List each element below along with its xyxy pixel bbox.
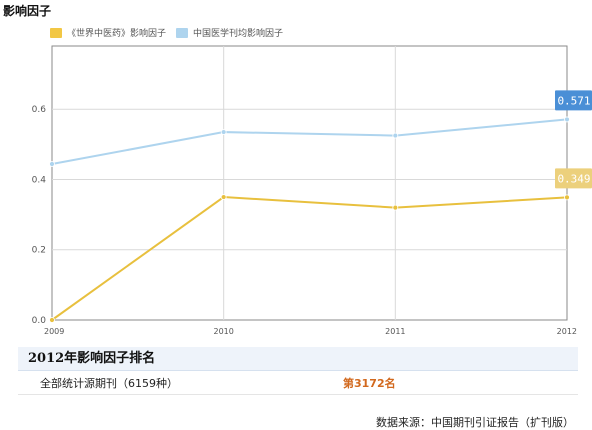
x-tick-label: 2009 — [44, 327, 64, 336]
legend-label-average: 中国医学刊均影响因子 — [193, 29, 284, 39]
legend: 《世界中医药》影响因子 中国医学刊均影响因子 — [50, 26, 293, 39]
page-title: 影响因子 — [3, 4, 52, 18]
data-source: 数据来源：中国期刊引证报告（扩刊版） — [376, 416, 574, 429]
data-point — [49, 317, 55, 323]
end-value-label: 0.349 — [555, 168, 592, 189]
ranking-row: 全部统计源期刊（6159种） 第3172名 — [18, 374, 578, 395]
legend-item-average[interactable]: 中国医学刊均影响因子 — [176, 26, 283, 39]
y-tick-label: 0.0 — [32, 316, 47, 326]
legend-label-journal: 《世界中医药》影响因子 — [67, 29, 167, 39]
ranking-row-value: 第3172名 — [343, 377, 396, 390]
series-line-1 — [51, 196, 568, 321]
data-point — [392, 132, 399, 139]
data-point — [564, 194, 570, 201]
y-tick-label: 0.2 — [32, 246, 46, 256]
end-value-label-text: 0.571 — [557, 94, 590, 107]
legend-swatch-journal — [50, 27, 62, 38]
legend-item-journal[interactable]: 《世界中医药》影响因子 — [50, 26, 166, 39]
end-value-label-bg — [555, 168, 592, 189]
x-tick-label: 2010 — [213, 327, 233, 336]
data-point — [220, 129, 227, 135]
ranking-header: 2012年影响因子排名 — [18, 347, 578, 371]
end-value-label: 0.571 — [555, 90, 592, 111]
x-tick-label: 2012 — [557, 327, 577, 336]
plot-frame — [51, 45, 568, 321]
data-point — [564, 116, 570, 123]
x-tick-label: 2011 — [385, 327, 405, 336]
end-value-label-text: 0.349 — [557, 172, 590, 185]
end-value-label-bg — [555, 90, 592, 111]
data-point — [49, 161, 55, 167]
impact-factor-chart: 0.0 0.2 0.4 0.6 2009 2010 2011 2012 0.571 0.349 — [32, 45, 592, 336]
legend-swatch-average — [176, 27, 189, 38]
data-point — [392, 204, 399, 211]
data-point — [220, 194, 227, 200]
y-tick-label: 0.6 — [32, 105, 47, 115]
ranking-row-label: 全部统计源期刊（6159种） — [40, 377, 178, 390]
y-tick-label: 0.4 — [32, 175, 47, 185]
series-line-0 — [51, 118, 568, 166]
